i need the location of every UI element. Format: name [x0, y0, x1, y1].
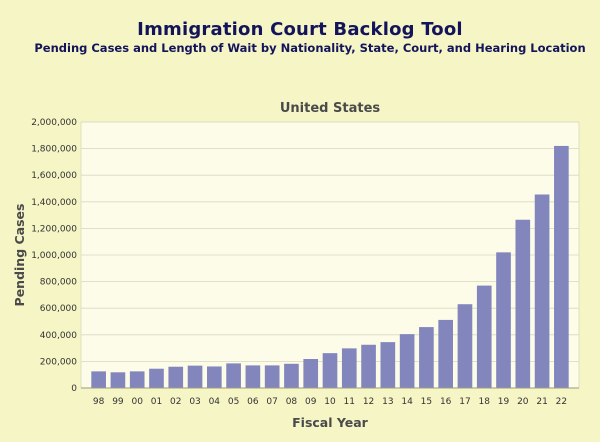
y-tick-label: 1,000,000 — [31, 251, 77, 261]
x-tick-label: 21 — [536, 397, 547, 407]
x-tick-label: 09 — [305, 397, 317, 407]
x-tick-label: 01 — [151, 397, 162, 407]
bar-02[interactable] — [168, 366, 184, 388]
x-tick-label: 12 — [363, 397, 374, 407]
x-tick-label: 98 — [93, 397, 105, 407]
bar-18[interactable] — [476, 285, 492, 388]
app-subtitle: Pending Cases and Length of Wait by Nati… — [34, 41, 586, 55]
x-tick-label: 17 — [459, 397, 470, 407]
x-tick-label: 04 — [209, 397, 221, 407]
x-tick-label: 05 — [228, 397, 239, 407]
bar-12[interactable] — [361, 344, 376, 388]
y-axis-label: Pending Cases — [12, 204, 27, 307]
y-tick-label: 0 — [71, 384, 77, 394]
y-tick-label: 1,600,000 — [31, 171, 77, 181]
x-tick-label: 15 — [421, 397, 432, 407]
app-title: Immigration Court Backlog Tool — [137, 19, 463, 40]
x-tick-label: 18 — [479, 397, 491, 407]
y-tick-label: 1,800,000 — [31, 145, 77, 155]
x-tick-label: 14 — [401, 397, 413, 407]
x-tick-label: 00 — [131, 397, 143, 407]
bar-10[interactable] — [322, 353, 338, 388]
y-tick-label: 200,000 — [40, 357, 77, 367]
bar-06[interactable] — [245, 365, 261, 388]
bar-03[interactable] — [187, 365, 203, 388]
bar-05[interactable] — [226, 363, 241, 388]
bar-19[interactable] — [496, 252, 511, 388]
y-tick-label: 1,400,000 — [31, 198, 77, 208]
bar-11[interactable] — [341, 348, 357, 388]
y-tick-label: 400,000 — [40, 331, 77, 341]
bar-13[interactable] — [380, 342, 396, 388]
x-tick-label: 19 — [498, 397, 510, 407]
bar-08[interactable] — [284, 363, 299, 388]
x-tick-label: 11 — [344, 397, 355, 407]
bar-09[interactable] — [303, 359, 319, 388]
x-tick-label: 02 — [170, 397, 181, 407]
chart-title: United States — [280, 101, 381, 116]
x-tick-label: 99 — [112, 397, 124, 407]
y-tick-label: 2,000,000 — [31, 118, 77, 128]
x-tick-label: 20 — [517, 397, 529, 407]
bar-14[interactable] — [399, 334, 415, 388]
bar-98[interactable] — [91, 371, 106, 388]
y-tick-label: 1,200,000 — [31, 224, 77, 234]
x-tick-labels: 98 99 00 01 02 03 04 05 06 07 08 09 10 11 12 13 14 15 16 17… — [93, 397, 567, 407]
y-tick-labels: 0 200,000 400,000 600,000 800,000 1,000,000 1,… — [31, 118, 77, 394]
bar-04[interactable] — [206, 366, 222, 388]
x-tick-label: 08 — [286, 397, 298, 407]
x-tick-label: 06 — [247, 397, 259, 407]
x-tick-label: 07 — [266, 397, 277, 407]
x-tick-label: 10 — [324, 397, 336, 407]
grid-lines — [81, 121, 579, 362]
x-axis-label: Fiscal Year — [292, 415, 369, 430]
bar-00[interactable] — [129, 371, 145, 388]
y-tick-label: 800,000 — [40, 278, 77, 288]
bar-01[interactable] — [149, 368, 164, 388]
bar-99[interactable] — [110, 372, 126, 388]
x-tick-label: 03 — [189, 397, 200, 407]
bars — [91, 145, 569, 388]
bar-21[interactable] — [534, 194, 550, 388]
bar-20[interactable] — [515, 219, 531, 388]
bar-15[interactable] — [419, 327, 434, 388]
bar-16[interactable] — [438, 319, 454, 388]
bar-17[interactable] — [457, 304, 473, 388]
x-tick-label: 22 — [556, 397, 567, 407]
y-tick-label: 600,000 — [40, 304, 77, 314]
x-tick-label: 16 — [440, 397, 452, 407]
bar-07[interactable] — [264, 365, 280, 388]
x-tick-label: 13 — [382, 397, 393, 407]
bar-22[interactable] — [554, 145, 569, 388]
